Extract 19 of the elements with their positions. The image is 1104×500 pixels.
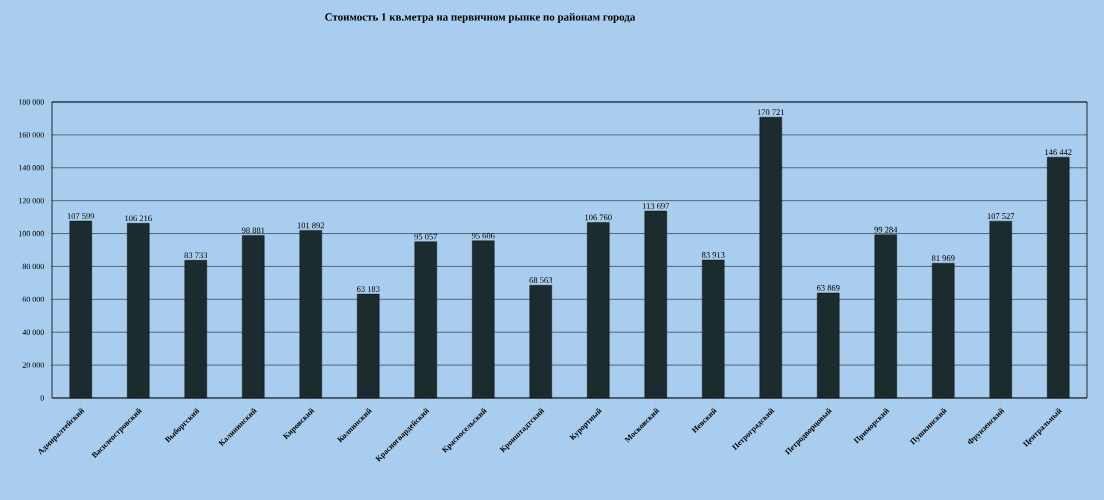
data-label: 107 599 <box>67 213 95 219</box>
data-label: 83 913 <box>701 252 725 258</box>
data-label: 98 881 <box>241 227 265 234</box>
data-label: 106 216 <box>125 215 152 222</box>
data-label: 95 606 <box>471 232 495 239</box>
data-label: 113 697 <box>642 203 670 209</box>
data-label: 63 869 <box>816 285 840 291</box>
data-label: 101 892 <box>297 222 325 229</box>
data-label: 83 733 <box>184 252 208 259</box>
data-label: 146 442 <box>1045 149 1072 155</box>
data-label: 99 284 <box>874 226 898 233</box>
data-label: 95 057 <box>414 233 438 240</box>
data-label: 63 183 <box>356 286 380 292</box>
data-label: 170 721 <box>757 109 784 116</box>
data-label: 106 760 <box>585 214 612 221</box>
chart-title: Стоимость 1 кв.метра на первичном рынке по районам города <box>325 13 636 23</box>
data-label: 107 527 <box>987 213 1015 219</box>
data-label: 68 563 <box>529 277 553 284</box>
data-label: 81 969 <box>931 255 955 261</box>
